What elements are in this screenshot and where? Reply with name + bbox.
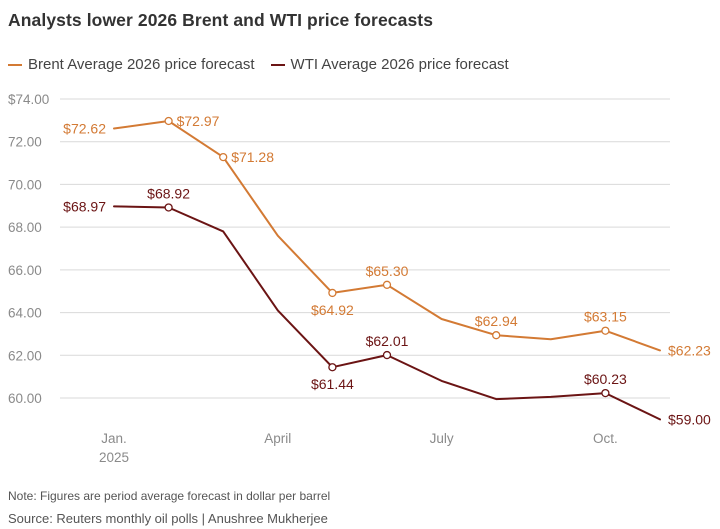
data-label-wti: $60.23 [584,371,627,387]
data-point-brent [164,116,173,126]
data-point-wti [328,363,337,372]
x-tick-sublabel: 2025 [99,450,129,465]
data-label-brent: $71.28 [231,149,274,165]
data-label-brent: $62.23 [668,342,711,358]
x-tick-label: July [430,431,454,446]
x-tick-label: Jan. [101,431,127,446]
y-tick-label: 60.00 [8,391,42,406]
series-line-brent [113,120,661,352]
y-tick-label: 68.00 [8,220,42,235]
legend: Brent Average 2026 price forecast WTI Av… [8,56,509,73]
x-tick-label: Oct. [593,431,618,446]
source-credit: Source: Reuters monthly oil polls | Anus… [8,511,328,526]
y-tick-label: 62.00 [8,348,42,363]
data-point-wti [164,203,173,212]
legend-label-brent: Brent Average 2026 price forecast [28,56,255,73]
data-point-brent [601,326,610,335]
legend-item-wti: WTI Average 2026 price forecast [270,56,509,73]
data-label-wti: $62.01 [366,333,409,349]
data-point-brent [492,331,501,340]
data-label-brent: $62.94 [475,313,518,329]
data-label-wti: $61.44 [311,376,354,392]
y-tick-label: 64.00 [8,306,42,321]
data-label-wti: $68.92 [147,185,190,201]
legend-item-brent: Brent Average 2026 price forecast [8,56,255,73]
data-label-brent: $72.97 [177,113,220,129]
data-label-wti: $59.00 [668,411,711,427]
chart-title: Analysts lower 2026 Brent and WTI price … [8,10,434,30]
y-tick-label: $74.00 [8,92,49,107]
legend-swatch-wti [270,63,285,66]
data-label-brent: $64.92 [311,302,354,318]
legend-label-wti: WTI Average 2026 price forecast [290,56,509,73]
data-point-brent [382,280,392,289]
data-point-brent [219,152,228,162]
data-point-wti [601,388,610,398]
data-point-wti [382,350,392,360]
y-tick-label: 72.00 [8,135,42,150]
data-point-brent [328,288,337,298]
footnote: Note: Figures are period average forecas… [8,489,331,503]
data-label-wti: $68.97 [63,198,106,214]
y-tick-label: 66.00 [8,263,42,278]
legend-swatch-brent [8,63,22,66]
data-label-brent: $72.62 [63,120,106,136]
x-tick-label: April [264,431,291,446]
data-label-brent: $63.15 [584,309,627,325]
y-tick-label: 70.00 [8,177,42,192]
data-label-brent: $65.30 [366,263,409,279]
